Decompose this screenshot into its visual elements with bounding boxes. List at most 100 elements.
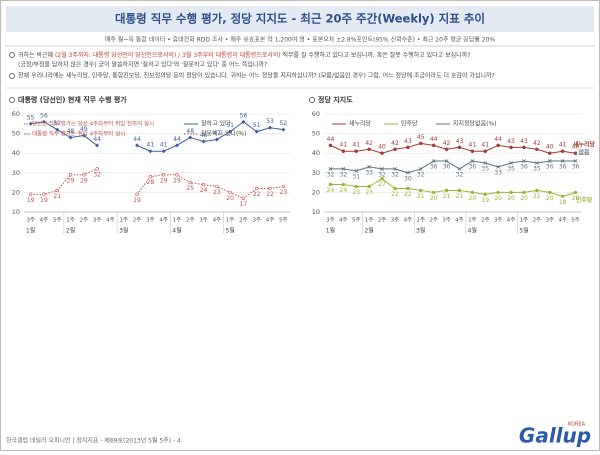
value-label: 20 xyxy=(520,195,528,202)
value-label: 25 xyxy=(186,185,194,192)
x-tick-label: 2주 xyxy=(429,217,438,224)
value-label: 56 xyxy=(40,112,48,119)
value-label: 20 xyxy=(226,195,234,202)
point xyxy=(535,147,539,151)
point xyxy=(418,166,423,171)
end-label: 민주당 xyxy=(576,196,593,204)
point xyxy=(509,161,513,165)
point xyxy=(161,173,166,177)
value-label: 32 xyxy=(93,171,101,178)
x-tick-label: 1주 xyxy=(119,217,128,224)
point xyxy=(354,168,359,173)
point xyxy=(496,143,500,148)
value-label: 40 xyxy=(546,144,554,151)
x-tick-label: 1주 xyxy=(66,217,75,224)
value-label: 35 xyxy=(533,166,541,173)
point xyxy=(28,121,33,126)
x-tick-label: 4주 xyxy=(339,217,348,224)
point xyxy=(341,149,346,153)
point xyxy=(444,159,449,163)
point xyxy=(255,186,259,191)
value-label: 41 xyxy=(481,142,489,149)
x-tick-label: 1주 xyxy=(365,217,374,224)
value-label: 42 xyxy=(443,140,451,147)
point xyxy=(560,159,565,163)
y-tick-label: 60 xyxy=(312,110,320,118)
value-label: 33 xyxy=(365,169,373,176)
series-line xyxy=(136,121,284,152)
value-label: 23 xyxy=(352,189,360,196)
point xyxy=(68,135,73,140)
y-tick-label: 50 xyxy=(12,130,20,138)
value-label: 22 xyxy=(404,191,412,198)
value-label: 42 xyxy=(391,140,399,147)
value-label: 44 xyxy=(93,136,101,143)
point xyxy=(214,137,219,142)
value-label: 41 xyxy=(340,142,348,149)
value-label: 36 xyxy=(430,164,438,171)
x-tick-label: 5주 xyxy=(571,217,580,224)
value-label: 32 xyxy=(417,171,425,178)
legend-label: 민주당 xyxy=(401,120,418,128)
end-label: 없음 xyxy=(578,149,590,157)
series-line xyxy=(30,168,98,195)
point xyxy=(534,161,539,165)
point xyxy=(268,186,272,191)
value-label: 48 xyxy=(67,128,75,135)
point xyxy=(431,190,436,195)
value-label: 24 xyxy=(327,187,335,194)
x-tick-label: 2주 xyxy=(533,217,542,224)
end-label: 새누리당 xyxy=(573,141,596,149)
month-label: 2월 xyxy=(364,227,373,235)
question-2: 현재 우리나라에는 새누리당, 민주당, 통합진보당, 진보정의당 등의 정당이… xyxy=(18,72,495,80)
month-label: 5월 xyxy=(225,227,234,235)
point xyxy=(522,190,526,195)
value-label: 52 xyxy=(280,120,288,127)
value-label: 42 xyxy=(533,140,541,147)
month-label: 3월 xyxy=(416,227,425,235)
point xyxy=(509,190,513,195)
point xyxy=(393,186,397,191)
x-tick-label: 1주 xyxy=(520,217,529,224)
point xyxy=(573,190,578,195)
x-tick-label: 3주 xyxy=(326,217,335,224)
value-label: 19 xyxy=(481,197,489,204)
value-label: 43 xyxy=(507,138,515,145)
point xyxy=(548,190,552,195)
x-tick-label: 4주 xyxy=(455,217,464,224)
point xyxy=(509,145,513,150)
point xyxy=(55,188,59,193)
x-tick-label: 3주 xyxy=(199,217,208,224)
value-label: 51 xyxy=(226,122,234,129)
x-tick-label: 1주 xyxy=(416,217,425,224)
point xyxy=(188,135,193,140)
chart-bullet xyxy=(309,97,315,103)
value-label: 52 xyxy=(53,120,61,127)
point xyxy=(161,149,166,154)
value-label: 17 xyxy=(240,201,248,208)
x-tick-label: 2주 xyxy=(378,217,387,224)
point xyxy=(28,192,33,197)
point xyxy=(393,166,397,171)
value-label: 29 xyxy=(173,177,181,184)
value-label: 23 xyxy=(213,189,221,196)
x-tick-label: 3주 xyxy=(442,217,451,224)
point xyxy=(135,192,139,197)
value-label: 44 xyxy=(430,136,438,143)
series-line xyxy=(330,178,576,197)
point xyxy=(419,141,423,146)
value-label: 41 xyxy=(147,142,155,149)
point xyxy=(444,188,449,193)
footer: 한국갤럽 데일리 오피니언 | 정치지표 - 제69호(2013년 5월 5주)… xyxy=(6,437,181,445)
bullet xyxy=(9,73,15,79)
value-label: 24 xyxy=(200,187,208,194)
value-label: 41 xyxy=(352,142,360,149)
y-tick-label: 40 xyxy=(312,149,320,157)
question-1b: (긍정/부정을 답하지 않은 경우) 굳이 말씀하자면 '잘하고 있다'와 '잘… xyxy=(18,61,267,69)
value-label: 21 xyxy=(456,193,464,200)
x-tick-label: 5주 xyxy=(352,217,361,224)
month-label: 4월 xyxy=(468,227,477,235)
value-label: 23 xyxy=(280,189,288,196)
x-tick-label: 2주 xyxy=(133,217,142,224)
point xyxy=(201,182,206,187)
